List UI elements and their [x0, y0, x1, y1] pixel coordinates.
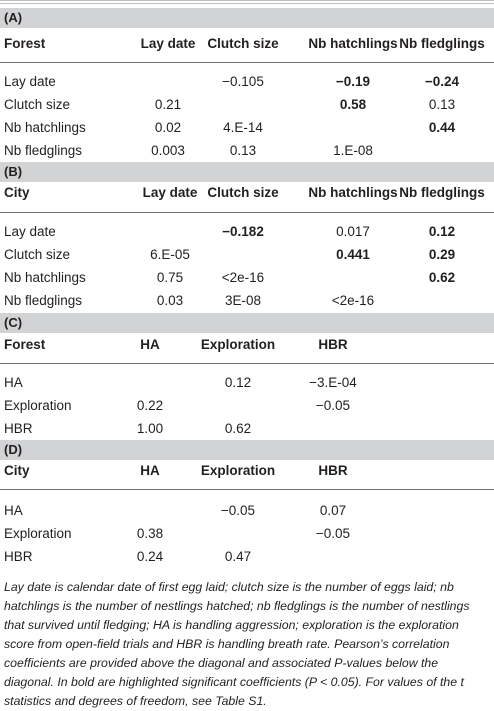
table-row: Nb hatchlings 0.75 <2e-16 0.62 — [0, 270, 494, 292]
table-row: Clutch size 0.21 0.58 0.13 — [0, 97, 494, 119]
row-label: Exploration — [4, 526, 72, 541]
table-cell: 0.07 — [319, 503, 347, 518]
table-cell: 0.62 — [224, 421, 252, 436]
table-row: Lay date −0.182 0.017 0.12 — [0, 224, 494, 246]
table-cell: 4.E-14 — [223, 120, 263, 135]
table-cell: −0.24 — [424, 74, 460, 89]
row-label: HBR — [4, 549, 33, 564]
table-row: HA 0.12 −3.E-04 — [0, 375, 494, 397]
header-row: Forest Lay date Clutch size Nb hatchlings Nb… — [0, 36, 494, 66]
table-cell: <2e-16 — [331, 293, 375, 308]
header-row: Forest HA Exploration HBR — [0, 337, 494, 367]
column-header: HBR — [318, 337, 348, 352]
table-cell: 0.441 — [336, 247, 370, 262]
table-cell: 0.22 — [136, 398, 164, 413]
column-header: Exploration — [200, 337, 276, 352]
table-cell: 0.38 — [136, 526, 164, 541]
column-header: Lay date — [142, 185, 198, 200]
table-cell: 0.003 — [151, 143, 185, 158]
column-header: Nb hatchlings — [308, 36, 398, 51]
row-label: Clutch size — [4, 247, 71, 262]
column-header: Clutch size — [207, 185, 279, 200]
table-cell: 0.24 — [136, 549, 164, 564]
table-cell: 0.13 — [428, 97, 456, 112]
table-cell: −0.19 — [335, 74, 371, 89]
column-header: Clutch size — [207, 36, 279, 51]
column-header: Nb fledglings — [399, 36, 485, 51]
row-label: Nb fledglings — [4, 293, 83, 308]
table-cell: −0.05 — [220, 503, 256, 518]
table-cell: −0.05 — [315, 398, 351, 413]
section-label: (D) — [0, 440, 494, 460]
table-cell: 0.44 — [428, 120, 456, 135]
table-cell: 0.03 — [156, 293, 184, 308]
header-rule — [0, 62, 494, 63]
row-label: HA — [4, 375, 23, 390]
group-header: City — [4, 463, 30, 478]
row-label: Lay date — [4, 224, 56, 239]
group-header: City — [4, 185, 30, 200]
table-row: HBR 1.00 0.62 — [0, 421, 494, 443]
table-row: HA −0.05 0.07 — [0, 503, 494, 525]
column-header: HA — [140, 463, 160, 478]
row-label: Nb hatchlings — [4, 120, 86, 135]
table-cell: 0.21 — [154, 97, 182, 112]
table-cell: 0.13 — [229, 143, 257, 158]
row-label: Nb hatchlings — [4, 270, 86, 285]
table-row: Clutch size 6.E-05 0.441 0.29 — [0, 247, 494, 269]
column-header: Exploration — [200, 463, 276, 478]
table-cell: −3.E-04 — [309, 375, 357, 390]
column-header: Nb fledglings — [399, 185, 485, 200]
table-cell: 0.62 — [428, 270, 456, 285]
table-cell: 3E-08 — [224, 293, 262, 308]
table-row: Exploration 0.22 −0.05 — [0, 398, 494, 420]
table-row: Nb hatchlings 0.02 4.E-14 0.44 — [0, 120, 494, 142]
group-header: Forest — [4, 337, 46, 352]
table-cell: 6.E-05 — [150, 247, 190, 262]
table-cell: 0.29 — [428, 247, 456, 262]
row-label: Exploration — [4, 398, 72, 413]
group-header: Forest — [4, 36, 46, 51]
section-label: (A) — [0, 8, 494, 28]
table-cell: 0.12 — [224, 375, 252, 390]
section-label: (B) — [0, 162, 494, 182]
header-rule — [0, 489, 494, 490]
row-label: Clutch size — [4, 97, 71, 112]
row-label: Lay date — [4, 74, 56, 89]
top-rule — [0, 0, 494, 1]
column-header: HBR — [318, 463, 348, 478]
table-cell: <2e-16 — [221, 270, 265, 285]
table-row: Lay date −0.105 −0.19 −0.24 — [0, 74, 494, 96]
table-cell: 0.12 — [428, 224, 456, 239]
column-header: HA — [140, 337, 160, 352]
table-footnote: Lay date is calendar date of first egg l… — [4, 580, 470, 708]
table-cell: 0.02 — [154, 120, 182, 135]
table-row: Nb fledglings 0.003 0.13 1.E-08 — [0, 143, 494, 165]
header-rule — [0, 363, 494, 364]
table-cell: 0.017 — [336, 224, 370, 239]
table-cell: 1.E-08 — [333, 143, 373, 158]
table-row: Nb fledglings 0.03 3E-08 <2e-16 — [0, 293, 494, 315]
table-cell: 0.47 — [224, 549, 252, 564]
table-cell: 1.00 — [136, 421, 164, 436]
table-row: HBR 0.24 0.47 — [0, 549, 494, 571]
table-cell: −0.05 — [315, 526, 351, 541]
row-label: HA — [4, 503, 23, 518]
header-rule — [0, 212, 494, 213]
column-header: Lay date — [140, 36, 196, 51]
column-header: Nb hatchlings — [308, 185, 398, 200]
row-label: Nb fledglings — [4, 143, 83, 158]
top-rule-2 — [0, 3, 494, 4]
header-row: City HA Exploration HBR — [0, 463, 494, 493]
table-cell: 0.75 — [156, 270, 184, 285]
row-label: HBR — [4, 421, 33, 436]
table-cell: −0.105 — [222, 74, 264, 89]
table-cell: −0.182 — [222, 224, 264, 239]
header-row: City Lay date Clutch size Nb hatchlings Nb f… — [0, 185, 494, 215]
table-cell: 0.58 — [339, 97, 367, 112]
section-label: (C) — [0, 313, 494, 333]
table-row: Exploration 0.38 −0.05 — [0, 526, 494, 548]
